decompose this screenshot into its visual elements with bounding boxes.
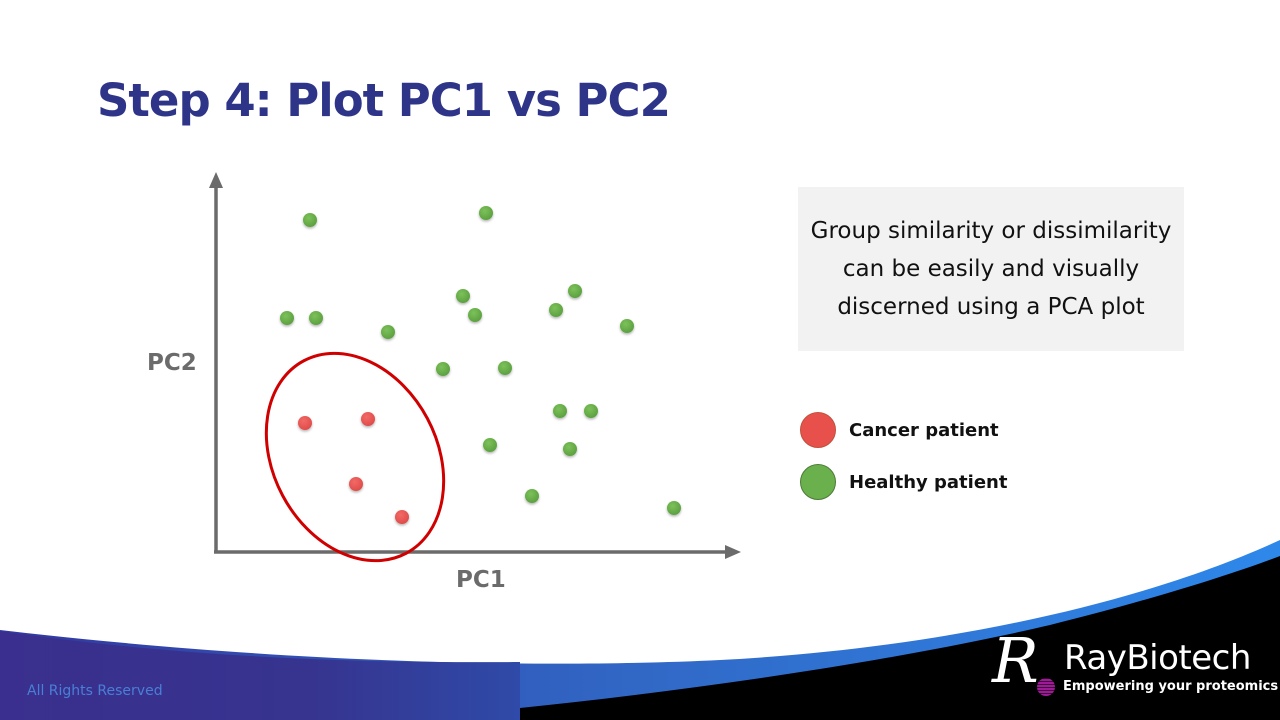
cancer-swatch-icon <box>800 412 836 448</box>
logo-r-icon: R <box>992 624 1039 697</box>
healthy-points <box>280 206 681 515</box>
brand-tagline: Empowering your proteomics <box>1063 679 1279 694</box>
x-axis-arrow-icon <box>725 545 741 559</box>
cancer-points <box>298 412 409 524</box>
healthy-swatch-icon <box>800 464 836 500</box>
footer-band <box>0 540 1280 720</box>
legend-item-cancer: Cancer patient <box>800 411 1007 449</box>
y-axis-arrow-icon <box>209 172 223 188</box>
cancer-cluster-ellipse <box>264 351 446 563</box>
legend: Cancer patient Healthy patient <box>800 411 1007 515</box>
callout-box: Group similarity or dissimilarity can be… <box>798 187 1184 351</box>
legend-label-healthy: Healthy patient <box>849 471 1008 493</box>
slide-title: Step 4: Plot PC1 vs PC2 <box>97 74 671 127</box>
x-axis <box>214 545 741 559</box>
legend-label-cancer: Cancer patient <box>849 419 999 441</box>
legend-item-healthy: Healthy patient <box>800 463 1007 501</box>
logo-array-dot-icon <box>1037 678 1055 696</box>
copyright-text: All Rights Reserved <box>27 683 163 699</box>
y-axis-label: PC2 <box>147 350 197 376</box>
y-axis <box>209 172 223 552</box>
raybiotech-logo: R RayBiotech Empowering your proteomics <box>992 630 1278 708</box>
brand-name: RayBiotech <box>1064 638 1251 678</box>
x-axis-label: PC1 <box>456 567 506 593</box>
callout-text: Group similarity or dissimilarity can be… <box>810 218 1172 320</box>
